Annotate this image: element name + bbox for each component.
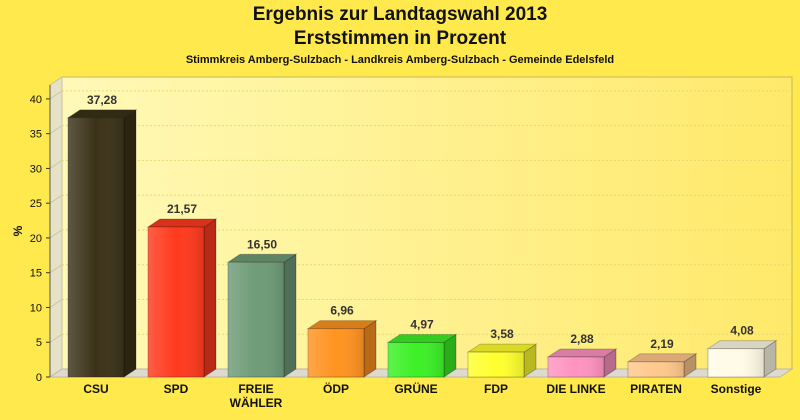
bar-top (146, 218, 218, 228)
bar-side (123, 108, 137, 378)
grid-line-side (49, 299, 63, 308)
bar-side (203, 218, 217, 378)
y-tick-label: 25 (30, 198, 42, 210)
x-tick-label: DIE LINKE (546, 382, 605, 396)
data-label: 2,88 (570, 332, 594, 346)
y-tick-label: 35 (30, 129, 42, 141)
data-label: 6,96 (330, 304, 354, 318)
bar-shade (628, 361, 684, 377)
bar-shade (228, 262, 284, 377)
x-tick-label: CSU (83, 382, 108, 396)
bar-shade (308, 328, 364, 377)
bar-top (306, 320, 378, 330)
grid-line-side (49, 90, 63, 100)
x-tick-label: FREIE (238, 382, 273, 396)
plot-left-wall (49, 76, 63, 378)
chart-subtitle: Stimmkreis Amberg-Sulzbach - Landkreis A… (185, 54, 615, 66)
x-tick-label: Sonstige (711, 382, 762, 396)
data-label: 2,19 (650, 337, 674, 351)
bar-top (386, 333, 458, 343)
grid-line-side (49, 229, 63, 239)
bar-top (226, 253, 298, 263)
x-tick-label: PIRATEN (630, 382, 682, 396)
x-tick-label: FDP (484, 382, 508, 396)
x-tick-label: GRÜNE (394, 381, 437, 396)
data-label: 21,57 (167, 202, 197, 216)
grid-line-side (49, 194, 63, 204)
data-label: 3,58 (490, 327, 514, 341)
x-tick-label: ÖDP (323, 381, 349, 396)
bar-shade (148, 227, 204, 377)
y-tick-label: 0 (36, 372, 42, 384)
bar-shade (708, 348, 764, 377)
bar-shade (388, 342, 444, 377)
chart-title-line2: Erststimmen in Prozent (293, 28, 507, 49)
data-label: 16,50 (247, 237, 277, 251)
bar-side (363, 319, 377, 378)
y-tick-label: 20 (30, 233, 42, 245)
x-tick-label: WÄHLER (230, 395, 283, 410)
y-tick-label: 10 (30, 302, 42, 314)
y-axis-label: % (11, 225, 25, 236)
bar-top (66, 109, 138, 119)
bar-shade (68, 117, 124, 377)
data-label: 37,28 (87, 93, 117, 107)
bar-top (626, 353, 698, 363)
bar-shade (548, 356, 604, 377)
y-tick-label: 30 (30, 163, 42, 175)
bar-top (546, 348, 618, 358)
y-tick-label: 40 (30, 94, 42, 106)
bar-top (706, 340, 778, 350)
grid-line-side (49, 333, 63, 343)
y-tick-label: 5 (36, 337, 42, 349)
bar-side (283, 253, 297, 378)
bar-shade (468, 352, 524, 377)
grid-line-side (49, 264, 63, 274)
bar-top (466, 343, 538, 353)
grid-line-side (49, 125, 63, 135)
data-label: 4,97 (410, 317, 434, 331)
data-label: 4,08 (730, 324, 754, 338)
x-tick-label: SPD (164, 382, 189, 396)
grid-line-side (49, 160, 63, 169)
chart-title: Ergebnis zur Landtagswahl 2013 (252, 4, 548, 25)
y-tick-label: 15 (30, 268, 42, 280)
